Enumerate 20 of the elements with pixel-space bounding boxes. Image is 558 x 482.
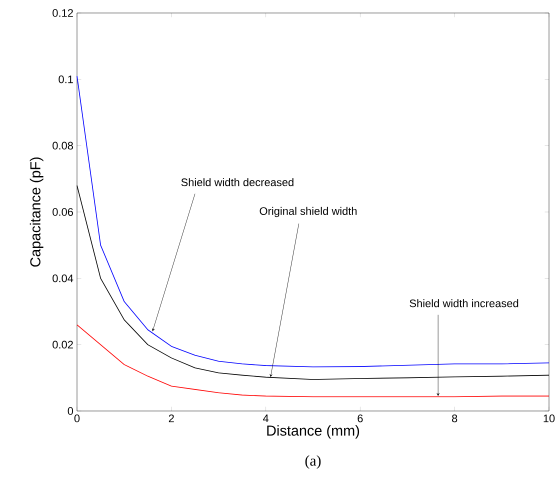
y-tick-label: 0.12 bbox=[52, 9, 73, 17]
x-tick-label: 2 bbox=[168, 414, 174, 422]
y-tick-label: 0.02 bbox=[52, 340, 73, 349]
y-tick-label: 0.08 bbox=[52, 142, 73, 150]
y-tick-label: 0.1 bbox=[58, 75, 73, 84]
text: (a) bbox=[305, 455, 321, 469]
y-axis-title: Capacitance (pF) bbox=[30, 158, 44, 267]
annotation: Shield width decreased bbox=[181, 178, 294, 186]
x-tick-label: 4 bbox=[263, 414, 269, 422]
y-tick-label: 0.06 bbox=[52, 208, 73, 216]
annotation: Shield width increased bbox=[410, 299, 518, 308]
x-tick-label: 6 bbox=[358, 414, 363, 422]
x-axis-title: Distance (mm) bbox=[267, 425, 360, 439]
y-tick-label: 0.04 bbox=[52, 274, 74, 282]
x-tick-label: 10 bbox=[544, 414, 555, 422]
line-series bbox=[76, 76, 550, 368]
y-tick-label: 0 bbox=[68, 407, 74, 415]
annotation: Original shield width bbox=[260, 206, 357, 218]
x-tick-label: 0 bbox=[74, 414, 80, 422]
x-tick-label: 8 bbox=[452, 414, 458, 422]
